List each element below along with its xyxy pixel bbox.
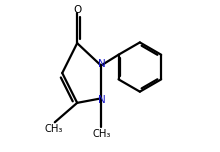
Text: O: O xyxy=(73,5,81,15)
Text: N: N xyxy=(98,59,106,69)
Text: CH₃: CH₃ xyxy=(44,124,62,135)
Text: CH₃: CH₃ xyxy=(93,129,111,139)
Text: N: N xyxy=(98,95,106,105)
